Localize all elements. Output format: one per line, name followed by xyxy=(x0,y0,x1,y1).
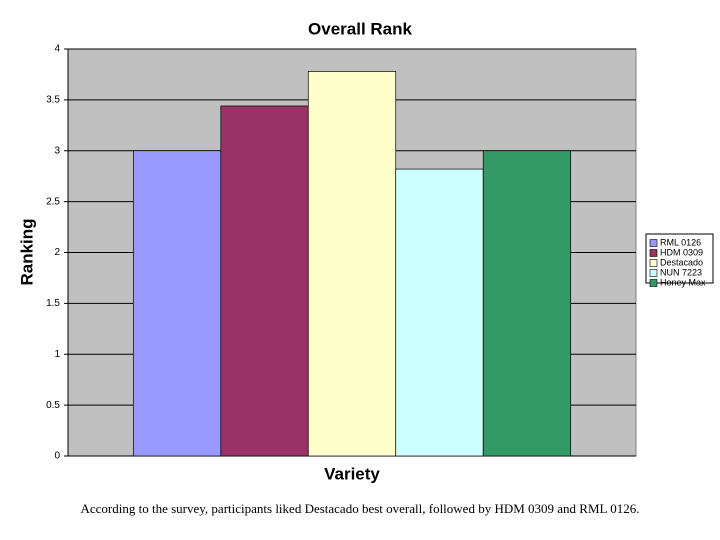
chart-title: Overall Rank xyxy=(308,19,412,38)
legend-swatch xyxy=(649,269,658,277)
y-tick-label: 0.5 xyxy=(46,400,60,411)
y-axis-title: Ranking xyxy=(17,218,36,285)
y-tick-label: 1 xyxy=(54,349,60,360)
legend-label: HDM 0309 xyxy=(660,247,703,257)
caption: According to the survey, participants li… xyxy=(81,501,640,516)
y-tick-label: 0 xyxy=(54,451,60,462)
y-tick-label: 1.5 xyxy=(46,298,60,309)
legend-label: RML 0126 xyxy=(660,237,701,247)
y-tick-label: 4 xyxy=(54,44,60,55)
legend-label: Honey Max xyxy=(660,277,706,287)
legend-swatch xyxy=(649,239,658,247)
y-tick-label: 3 xyxy=(54,145,60,156)
legend-label: NUN 7223 xyxy=(660,267,702,277)
legend-swatch xyxy=(649,279,658,287)
legend-label: Destacado xyxy=(660,257,703,267)
bar xyxy=(395,168,484,457)
y-tick-label: 3.5 xyxy=(46,95,60,106)
legend-swatch xyxy=(649,259,658,267)
y-tick-label: 2.5 xyxy=(46,196,60,207)
bar xyxy=(482,150,572,457)
y-tick-label: 2 xyxy=(54,247,60,258)
bar xyxy=(307,71,397,457)
bar xyxy=(132,150,222,457)
x-axis-title: Variety xyxy=(324,464,380,483)
legend-swatch xyxy=(649,249,658,257)
bar xyxy=(220,105,309,457)
